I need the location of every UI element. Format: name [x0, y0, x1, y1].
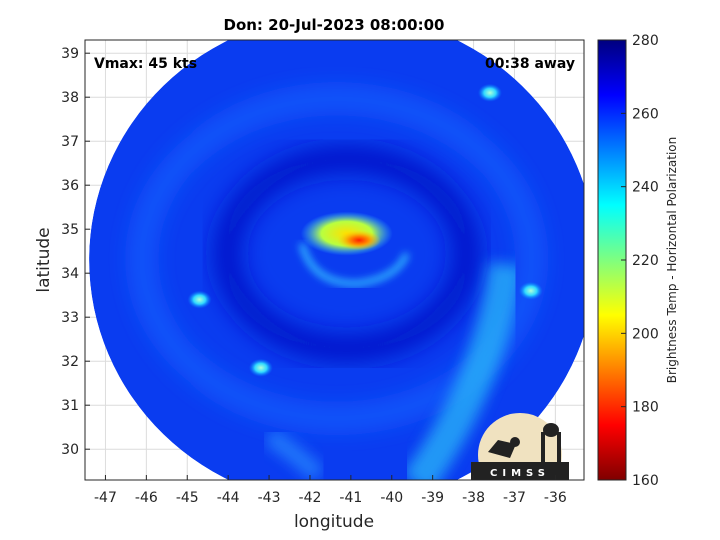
spiral-band — [298, 242, 410, 287]
y-tick-label: 32 — [61, 354, 79, 370]
colorbar-tick-label: 260 — [632, 106, 659, 122]
convective-cell — [187, 290, 212, 309]
convective-cell — [518, 281, 543, 300]
x-tick-label: -38 — [462, 490, 485, 506]
x-tick-label: -37 — [503, 490, 526, 506]
y-tick-label: 36 — [61, 178, 79, 194]
y-tick-label: 35 — [61, 222, 79, 238]
colorbar-tick-label: 160 — [632, 473, 659, 489]
y-tick-label: 34 — [61, 266, 79, 282]
time-away-annotation: 00:38 away — [485, 56, 575, 72]
outer-rain-band — [132, 89, 541, 428]
microwave-swath — [89, 40, 584, 480]
plot-frame — [84, 39, 585, 481]
trailing-band — [402, 262, 524, 480]
y-tick-label: 33 — [61, 310, 79, 326]
x-tick-label: -46 — [135, 490, 158, 506]
y-tick-label: 37 — [61, 134, 79, 150]
southern-band — [264, 428, 325, 480]
x-axis-label: longitude — [294, 512, 374, 532]
x-tick-label: -43 — [258, 490, 281, 506]
x-tick-label: -36 — [544, 490, 567, 506]
x-tick-label: -44 — [217, 490, 240, 506]
rain-bands — [132, 89, 541, 480]
vmax-annotation: Vmax: 45 kts — [94, 56, 197, 72]
colorbar-tick-label: 180 — [632, 400, 659, 416]
x-tick-label: -40 — [380, 490, 403, 506]
chart-title: Don: 20-Jul-2023 08:00:00 — [224, 16, 445, 34]
x-tick-label: -41 — [339, 490, 362, 506]
colorbar-tick-label: 220 — [632, 253, 659, 269]
colorbar-tick-label: 280 — [632, 33, 659, 49]
x-tick-label: -39 — [421, 490, 444, 506]
x-axis-ticks: -47 -46 -45 -44 -43 -42 -41 -40 -39 -38 -37 -36 — [94, 475, 567, 506]
x-tick-label: -45 — [176, 490, 199, 506]
y-tick-label: 39 — [61, 46, 79, 62]
convective-cell — [477, 83, 502, 102]
cimss-logo-text: CIMSS — [490, 468, 550, 479]
y-tick-label: 30 — [61, 442, 79, 458]
x-tick-label: -47 — [94, 490, 117, 506]
cimss-logo: CIMSS — [471, 413, 569, 480]
x-tick-label: -42 — [299, 490, 322, 506]
colorbar-tick-label: 200 — [632, 326, 659, 342]
y-tick-label: 31 — [61, 398, 79, 414]
convective-cell — [248, 358, 273, 377]
y-tick-label: 38 — [61, 90, 79, 106]
colorbar-tick-label: 240 — [632, 180, 659, 196]
warm-core-feature — [337, 230, 382, 251]
colorbar-ticks: 160 180 200 220 240 260 280 — [621, 33, 659, 489]
inner-rain-band — [213, 145, 480, 362]
y-axis-ticks: 30 31 32 33 34 35 36 37 38 39 — [61, 46, 90, 458]
colorbar-label: Brightness Temp - Horizontal Polarizatio… — [665, 137, 679, 384]
y-axis-label: latitude — [34, 227, 54, 292]
